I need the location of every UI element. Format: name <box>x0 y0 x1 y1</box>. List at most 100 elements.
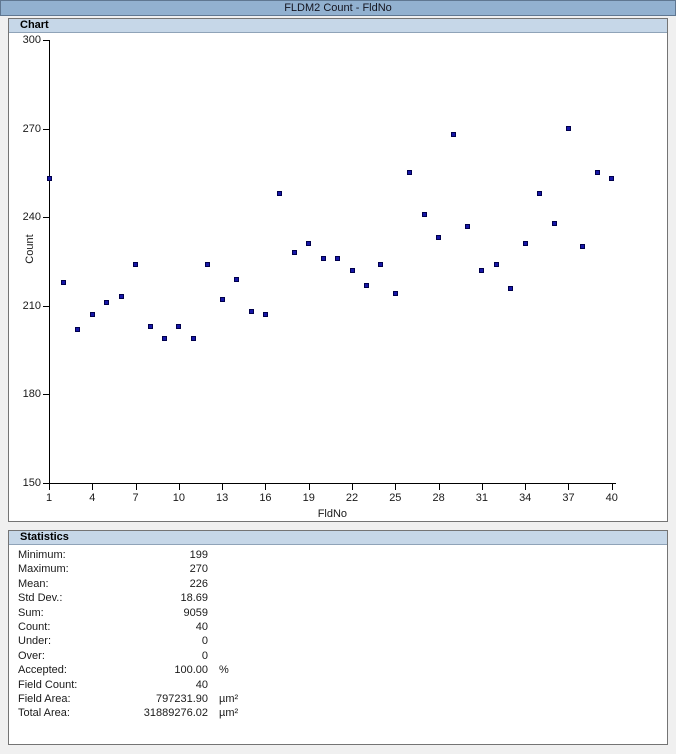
y-axis-label: Count <box>24 234 36 264</box>
x-tick-label: 40 <box>605 492 618 504</box>
stat-row: Count: 40 <box>9 620 667 634</box>
y-tick <box>43 483 50 484</box>
stat-value: 270 <box>189 563 208 576</box>
x-tick-label: 22 <box>345 492 359 504</box>
data-point <box>147 323 153 329</box>
x-tick-label: 31 <box>475 492 489 504</box>
stat-unit: µm² <box>219 692 239 705</box>
x-axis <box>49 483 616 484</box>
stat-label: Under: <box>18 635 52 648</box>
x-tick <box>568 483 570 490</box>
x-tick-label: 19 <box>302 492 315 504</box>
data-point <box>190 335 196 341</box>
stat-label: Over: <box>18 649 45 662</box>
data-point <box>594 170 600 176</box>
data-point <box>522 241 528 247</box>
stat-row: Std Dev.: 18.69 <box>9 591 667 605</box>
stat-value: 40 <box>195 620 208 633</box>
x-tick <box>352 483 354 490</box>
stat-row: Under: 0 <box>9 634 667 648</box>
stat-value: 31889276.02 <box>143 707 208 720</box>
x-tick-label: 34 <box>519 492 532 504</box>
y-tick-label: 270 <box>22 122 41 135</box>
stat-value: 0 <box>201 649 208 662</box>
data-point <box>436 235 442 241</box>
data-point <box>277 191 283 197</box>
data-point <box>464 223 470 229</box>
stat-value: 100.00 <box>174 664 208 677</box>
x-tick <box>92 483 94 490</box>
x-tick-label: 4 <box>89 492 96 504</box>
chart-panel-header-label: Chart <box>20 19 49 31</box>
y-tick-label: 210 <box>22 299 41 312</box>
stat-row: Total Area: 31889276.02 µm² <box>9 706 667 720</box>
y-tick-label: 180 <box>22 388 41 401</box>
x-tick <box>222 483 224 490</box>
stat-unit: µm² <box>219 707 239 720</box>
statistics-panel: Statistics Minimum: 199 Maximum: 270 Mean: 22… <box>8 530 668 745</box>
stat-label: Field Area: <box>18 692 71 705</box>
data-point <box>176 323 182 329</box>
y-tick <box>43 394 50 396</box>
x-tick <box>395 483 397 490</box>
stat-value: 40 <box>195 678 208 691</box>
stat-value: 9059 <box>183 606 208 619</box>
data-point <box>609 176 615 182</box>
y-tick-label: 150 <box>22 477 41 489</box>
window-title: FLDM2 Count - FldNo <box>284 2 392 14</box>
y-tick <box>43 217 50 219</box>
data-point <box>580 244 586 250</box>
stat-label: Std Dev.: <box>18 592 63 605</box>
stat-row: Field Area: 797231.90 µm² <box>9 692 667 706</box>
y-tick <box>43 40 50 41</box>
data-point <box>421 211 427 217</box>
x-tick <box>438 483 440 490</box>
data-point <box>89 312 95 318</box>
stat-value: 0 <box>201 635 208 648</box>
stat-value: 18.69 <box>180 592 208 605</box>
data-point <box>508 285 514 291</box>
scatter-chart: Count 150 180 210 240 270 300 1 4 7 10 13 16 19 22 25 2… <box>9 33 667 521</box>
data-point <box>493 261 499 267</box>
x-tick <box>308 483 310 490</box>
x-tick <box>265 483 267 490</box>
data-point <box>392 291 398 297</box>
y-tick <box>43 128 50 130</box>
data-point <box>551 220 557 226</box>
x-tick-label: 25 <box>389 492 402 504</box>
data-point <box>118 294 124 300</box>
data-point <box>407 170 413 176</box>
data-point <box>450 132 456 137</box>
statistics-panel-header-label: Statistics <box>20 531 69 543</box>
data-point <box>349 267 355 273</box>
data-point <box>479 267 485 273</box>
y-tick-label: 240 <box>22 211 41 224</box>
stat-label: Total Area: <box>18 707 70 720</box>
chart-panel-header: Chart <box>9 19 667 33</box>
data-point <box>133 261 139 267</box>
data-point <box>248 309 254 315</box>
stat-row: Sum: 9059 <box>9 606 667 620</box>
stat-row: Minimum: 199 <box>9 548 667 562</box>
stat-label: Mean: <box>18 577 49 590</box>
y-tick <box>43 305 50 307</box>
stat-value: 797231.90 <box>156 692 208 705</box>
data-point <box>291 250 297 256</box>
window-title-bar: FLDM2 Count - FldNo <box>0 0 676 16</box>
stat-value: 199 <box>189 549 208 561</box>
data-point <box>234 276 240 282</box>
data-point <box>161 335 167 341</box>
stat-label: Maximum: <box>18 563 69 576</box>
x-tick-label: 28 <box>432 492 445 504</box>
data-point <box>306 241 312 247</box>
x-tick-label: 16 <box>259 492 272 504</box>
x-tick-label: 37 <box>562 492 575 504</box>
data-point <box>219 297 225 303</box>
x-tick-label: 1 <box>45 492 53 504</box>
statistics-panel-header: Statistics <box>9 531 667 545</box>
statistics-rows: Minimum: 199 Maximum: 270 Mean: 226 Std Dev.: 1… <box>9 545 667 721</box>
y-axis <box>49 40 50 484</box>
data-point <box>335 256 341 262</box>
stat-row: Accepted: 100.00% <box>9 663 667 677</box>
x-tick-label: 13 <box>216 492 229 504</box>
